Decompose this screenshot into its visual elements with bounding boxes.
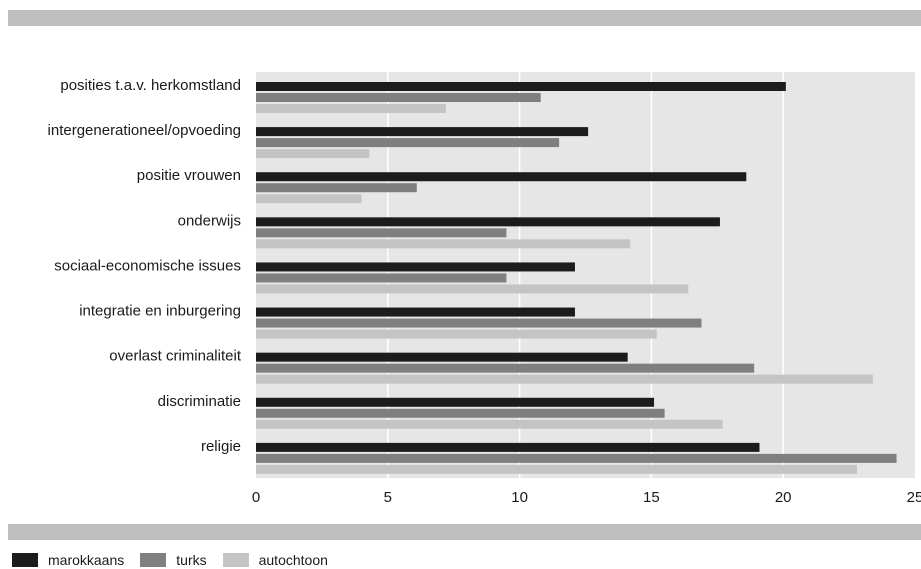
bar-marokkaans [256,442,760,452]
bar-turks [256,408,665,418]
bar-turks [256,318,702,328]
legend-swatch-marokkaans [12,553,38,567]
bar-marokkaans [256,127,589,137]
category-label: sociaal-economische issues [54,257,241,274]
bar-autochtoon [256,104,446,113]
bar-turks [256,363,755,373]
legend-item-turks: turks [140,552,207,568]
bar-marokkaans [256,172,747,182]
category-label: positie vrouwen [137,167,241,184]
bottom-divider-band [8,524,921,540]
category-label: intergenerationeel/opvoeding [48,122,241,139]
bar-autochtoon [256,194,362,204]
category-label: religie [201,438,241,455]
bar-autochtoon [256,149,370,159]
category-label: discriminatie [158,393,241,410]
bar-marokkaans [256,262,575,272]
bar-autochtoon [256,464,858,474]
top-divider-band [8,10,921,26]
category-label: integratie en inburgering [79,303,241,320]
legend: marokkaans turks autochtoon [12,552,344,568]
bar-turks [256,93,541,102]
x-tick-label: 5 [384,489,392,506]
legend-item-autochtoon: autochtoon [222,552,328,568]
bar-turks [256,453,897,463]
category-label: posities t.a.v. herkomstland [60,77,241,94]
bar-marokkaans [256,352,628,362]
legend-label-autochtoon: autochtoon [258,552,328,568]
bar-marokkaans [256,217,720,227]
bar-autochtoon [256,374,873,384]
x-tick-label: 25 [907,489,921,506]
bar-autochtoon [256,239,631,249]
bar-turks [256,138,560,148]
legend-item-marokkaans: marokkaans [12,552,124,568]
legend-swatch-turks [140,553,167,567]
bar-marokkaans [256,82,786,91]
bar-marokkaans [256,307,575,317]
x-tick-label: 15 [643,489,660,506]
bar-autochtoon [256,284,689,294]
bar-autochtoon [256,329,657,339]
bar-marokkaans [256,397,655,407]
bar-turks [256,273,507,283]
x-tick-label: 10 [511,489,528,506]
bar-chart: 0 5 10 15 20 25 posities t.a.v. herkomstland in… [48,72,921,506]
x-tick-label: 20 [775,489,792,506]
bar-turks [256,228,507,238]
category-label: overlast criminaliteit [109,348,242,365]
legend-label-marokkaans: marokkaans [48,552,125,568]
legend-swatch-autochtoon [222,553,249,567]
x-tick-label: 0 [252,489,260,506]
legend-label-turks: turks [176,552,207,568]
bar-autochtoon [256,419,723,429]
category-label: onderwijs [178,212,241,229]
bar-turks [256,183,417,193]
